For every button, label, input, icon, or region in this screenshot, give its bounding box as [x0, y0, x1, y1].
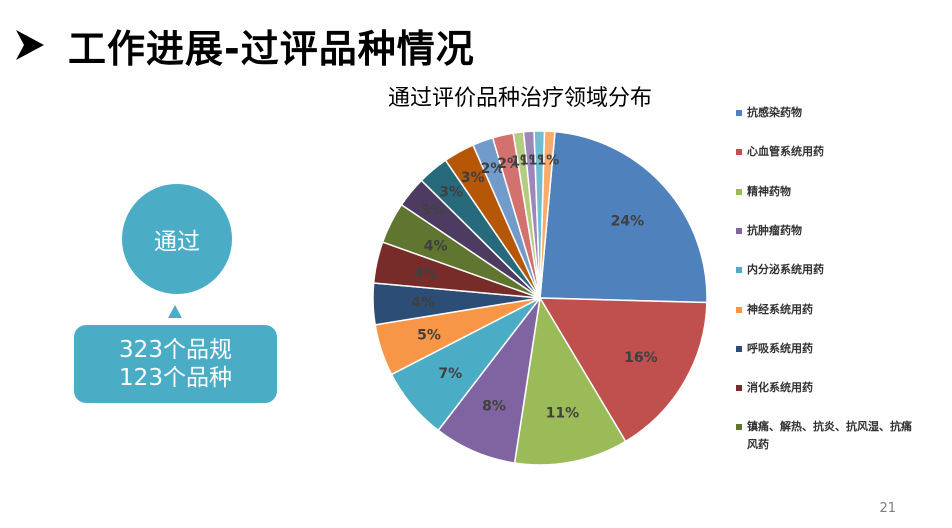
legend-label: 呼吸系统用药 — [747, 341, 813, 355]
pie-data-label: 2% — [481, 161, 505, 177]
chart-title: 通过评价品种治疗领域分布 — [388, 86, 653, 111]
legend-swatch — [736, 110, 742, 116]
pie-data-label: 1% — [537, 154, 559, 169]
legend-label: 神经系统用药 — [747, 302, 813, 316]
legend-item: 抗肿瘤药物 — [736, 222, 802, 240]
up-arrow-icon — [168, 305, 182, 318]
legend-label: 精神药物 — [747, 184, 791, 198]
page-title: 工作进展-过评品种情况 — [68, 26, 475, 71]
pie-data-label: 2% — [497, 156, 521, 172]
pie-data-label: 8% — [482, 398, 506, 414]
legend-swatch — [736, 188, 742, 195]
summary-box: 323个品规 123个品种 — [74, 325, 277, 403]
legend-swatch — [736, 306, 742, 313]
summary-line-specs: 323个品规 — [119, 337, 232, 363]
pie-data-label: 3% — [461, 170, 485, 186]
legend-item: 神经系统用药 — [736, 301, 813, 319]
pie-data-label: 4% — [424, 238, 448, 254]
pie-slice — [539, 130, 556, 299]
title-row: 工作进展-过评品种情况 — [10, 20, 475, 71]
legend-item: 精神药物 — [736, 183, 791, 201]
arrow-bullet-icon — [16, 30, 44, 60]
legend-item: 消化系统用药 — [736, 379, 813, 397]
page-number: 21 — [879, 501, 896, 516]
legend-item: 抗感染药物 — [736, 104, 802, 122]
pie-slice — [539, 130, 708, 304]
pie-data-label: 4% — [414, 266, 438, 282]
pie-data-label: 7% — [438, 366, 462, 382]
legend-label: 抗感染药物 — [747, 106, 802, 119]
legend-label: 消化系统用药 — [747, 381, 813, 395]
approved-circle: 通过 — [122, 184, 232, 294]
legend-swatch — [736, 424, 742, 431]
pie-slice — [513, 295, 627, 466]
legend-label: 内分泌系统用药 — [747, 263, 824, 277]
legend-swatch — [736, 149, 742, 156]
legend-item: 呼吸系统用药 — [736, 340, 813, 358]
pie-data-label: 24% — [611, 213, 645, 229]
pie-data-label: 4% — [411, 295, 435, 311]
pie-data-label: 16% — [624, 350, 658, 366]
legend-item: 内分泌系统用药 — [736, 261, 824, 279]
pie-data-label: 5% — [417, 328, 441, 344]
legend-label: 心血管系统用药 — [747, 145, 824, 159]
legend-label: 镇痛、解热、抗炎、抗风湿、抗痛风药 — [747, 420, 912, 452]
legend-label: 抗肿瘤药物 — [747, 223, 802, 237]
summary-line-varieties: 123个品种 — [119, 365, 232, 391]
legend-item: 心血管系统用药 — [736, 143, 824, 161]
pie-slice — [538, 297, 708, 443]
pie-data-label: 3% — [439, 185, 463, 201]
legend-swatch — [736, 227, 742, 234]
pie-data-label: 11% — [546, 406, 580, 422]
approved-circle-label: 通过 — [154, 229, 200, 255]
legend-swatch — [736, 267, 742, 274]
pie-data-label: 3% — [421, 203, 445, 219]
legend-swatch — [736, 385, 742, 392]
legend-item: 镇痛、解热、抗炎、抗风湿、抗痛风药 — [736, 418, 912, 454]
legend-swatch — [736, 345, 742, 352]
